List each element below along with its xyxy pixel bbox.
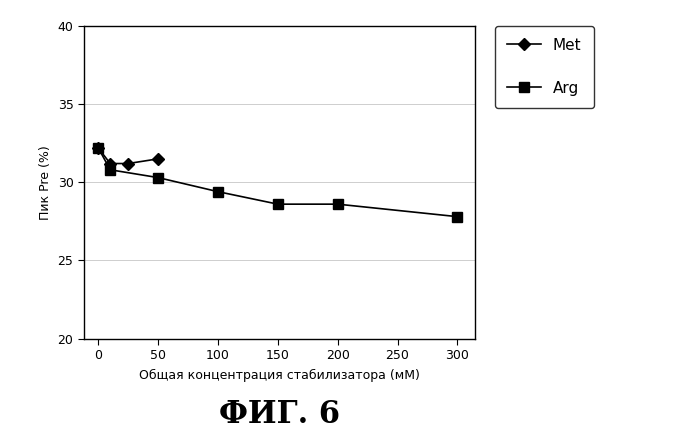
X-axis label: Общая концентрация стабилизатора (мМ): Общая концентрация стабилизатора (мМ) [139,369,420,382]
Met [94,145,103,151]
Arg [154,175,162,180]
Arg [273,201,282,207]
Met [106,161,115,166]
Met [124,161,132,166]
Met [154,156,162,161]
Arg [214,189,222,194]
Y-axis label: Пик Pre (%): Пик Pre (%) [39,145,52,220]
Arg [94,145,103,151]
Legend: Met, Arg: Met, Arg [495,26,593,108]
Arg [453,214,461,219]
Line: Met: Met [94,144,162,168]
Arg [106,167,115,172]
Text: ФИГ. 6: ФИГ. 6 [219,399,340,430]
Line: Arg: Arg [94,143,462,221]
Arg [333,201,342,207]
